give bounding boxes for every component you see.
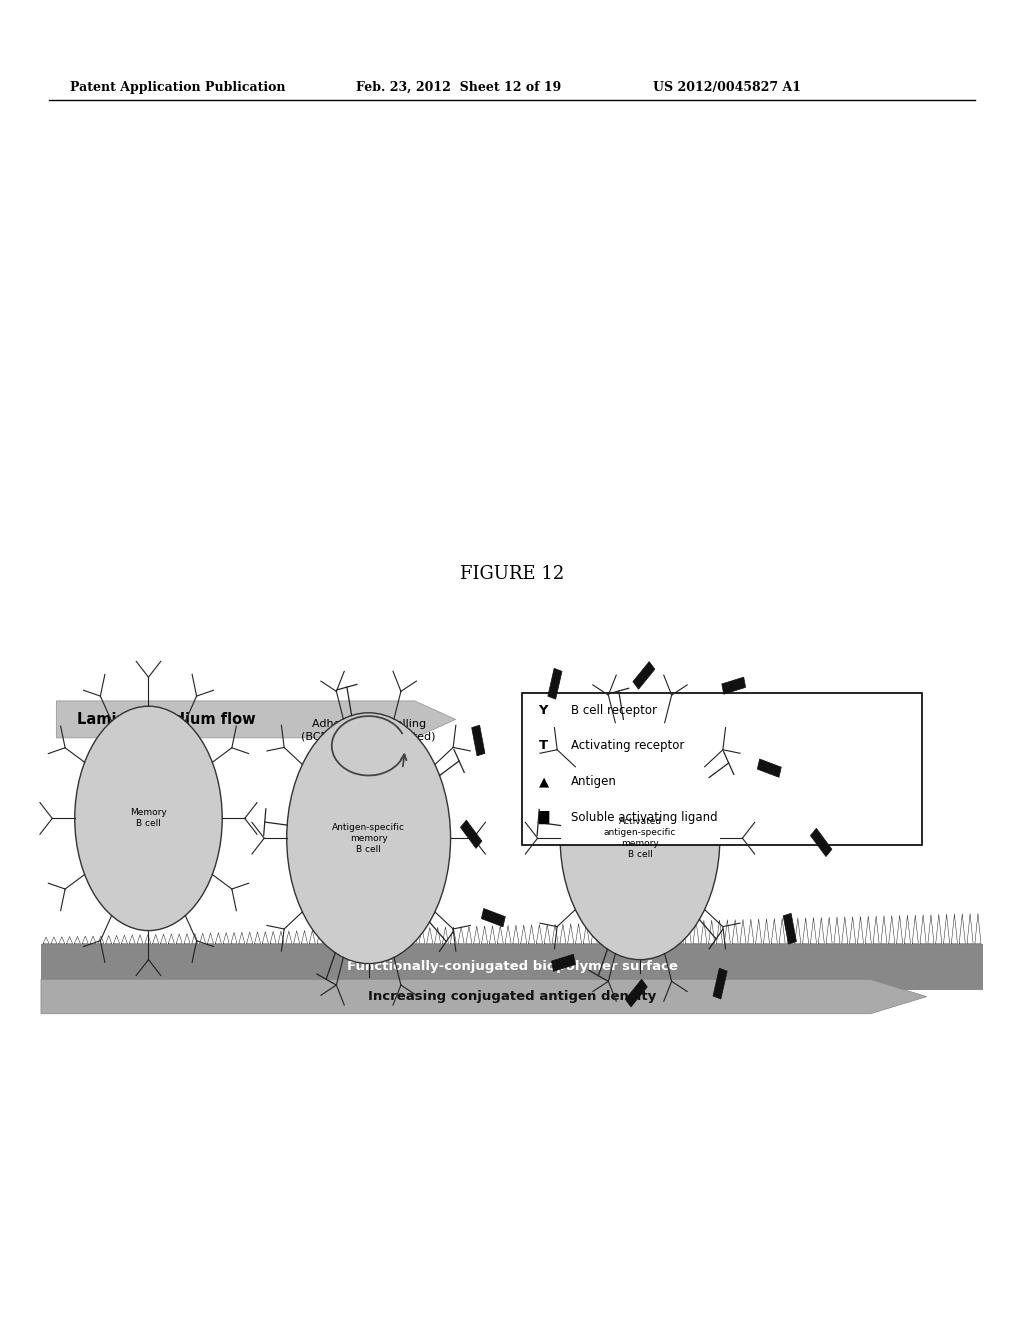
Polygon shape: [472, 725, 485, 756]
Text: US 2012/0045827 A1: US 2012/0045827 A1: [653, 81, 802, 94]
Bar: [522, 693, 922, 845]
Text: Activated
antigen-specific
memory
B cell: Activated antigen-specific memory B cell: [604, 817, 676, 859]
Text: █: █: [539, 810, 549, 824]
Text: Antigen: Antigen: [571, 775, 617, 788]
Text: Patent Application Publication: Patent Application Publication: [70, 81, 285, 94]
Polygon shape: [783, 913, 797, 944]
Text: Functionally-conjugated biopolymer surface: Functionally-conjugated biopolymer surfa…: [346, 961, 678, 973]
Text: ▲: ▲: [539, 775, 549, 788]
Ellipse shape: [75, 706, 222, 931]
Text: Soluble activating ligand: Soluble activating ligand: [571, 810, 718, 824]
Ellipse shape: [560, 717, 720, 960]
Polygon shape: [722, 677, 745, 694]
Text: Increasing conjugated antigen density: Increasing conjugated antigen density: [368, 990, 656, 1003]
FancyArrow shape: [41, 979, 927, 1014]
Text: T: T: [539, 739, 548, 752]
Text: Activating receptor: Activating receptor: [571, 739, 685, 752]
Polygon shape: [758, 759, 781, 777]
Text: Y: Y: [539, 704, 548, 717]
Text: B cell receptor: B cell receptor: [571, 704, 657, 717]
Polygon shape: [810, 828, 831, 857]
Text: FIGURE 12: FIGURE 12: [460, 565, 564, 583]
Ellipse shape: [287, 713, 451, 964]
Text: Antigen-specific
memory
B cell: Antigen-specific memory B cell: [332, 822, 406, 854]
Text: Arrest and activation: Arrest and activation: [582, 739, 698, 750]
Text: Adhesion and rolling
(BCR-antigen mediated): Adhesion and rolling (BCR-antigen mediat…: [301, 719, 436, 742]
Polygon shape: [548, 668, 562, 700]
FancyArrow shape: [56, 701, 456, 738]
Text: Feb. 23, 2012  Sheet 12 of 19: Feb. 23, 2012 Sheet 12 of 19: [356, 81, 561, 94]
Polygon shape: [633, 661, 655, 689]
Bar: [41, 944, 983, 990]
Polygon shape: [481, 908, 505, 927]
Text: Laminar medium flow: Laminar medium flow: [77, 711, 255, 727]
Text: Memory
B cell: Memory B cell: [130, 808, 167, 829]
Polygon shape: [626, 979, 647, 1007]
Polygon shape: [552, 954, 575, 972]
Polygon shape: [461, 820, 482, 849]
Polygon shape: [713, 968, 727, 999]
